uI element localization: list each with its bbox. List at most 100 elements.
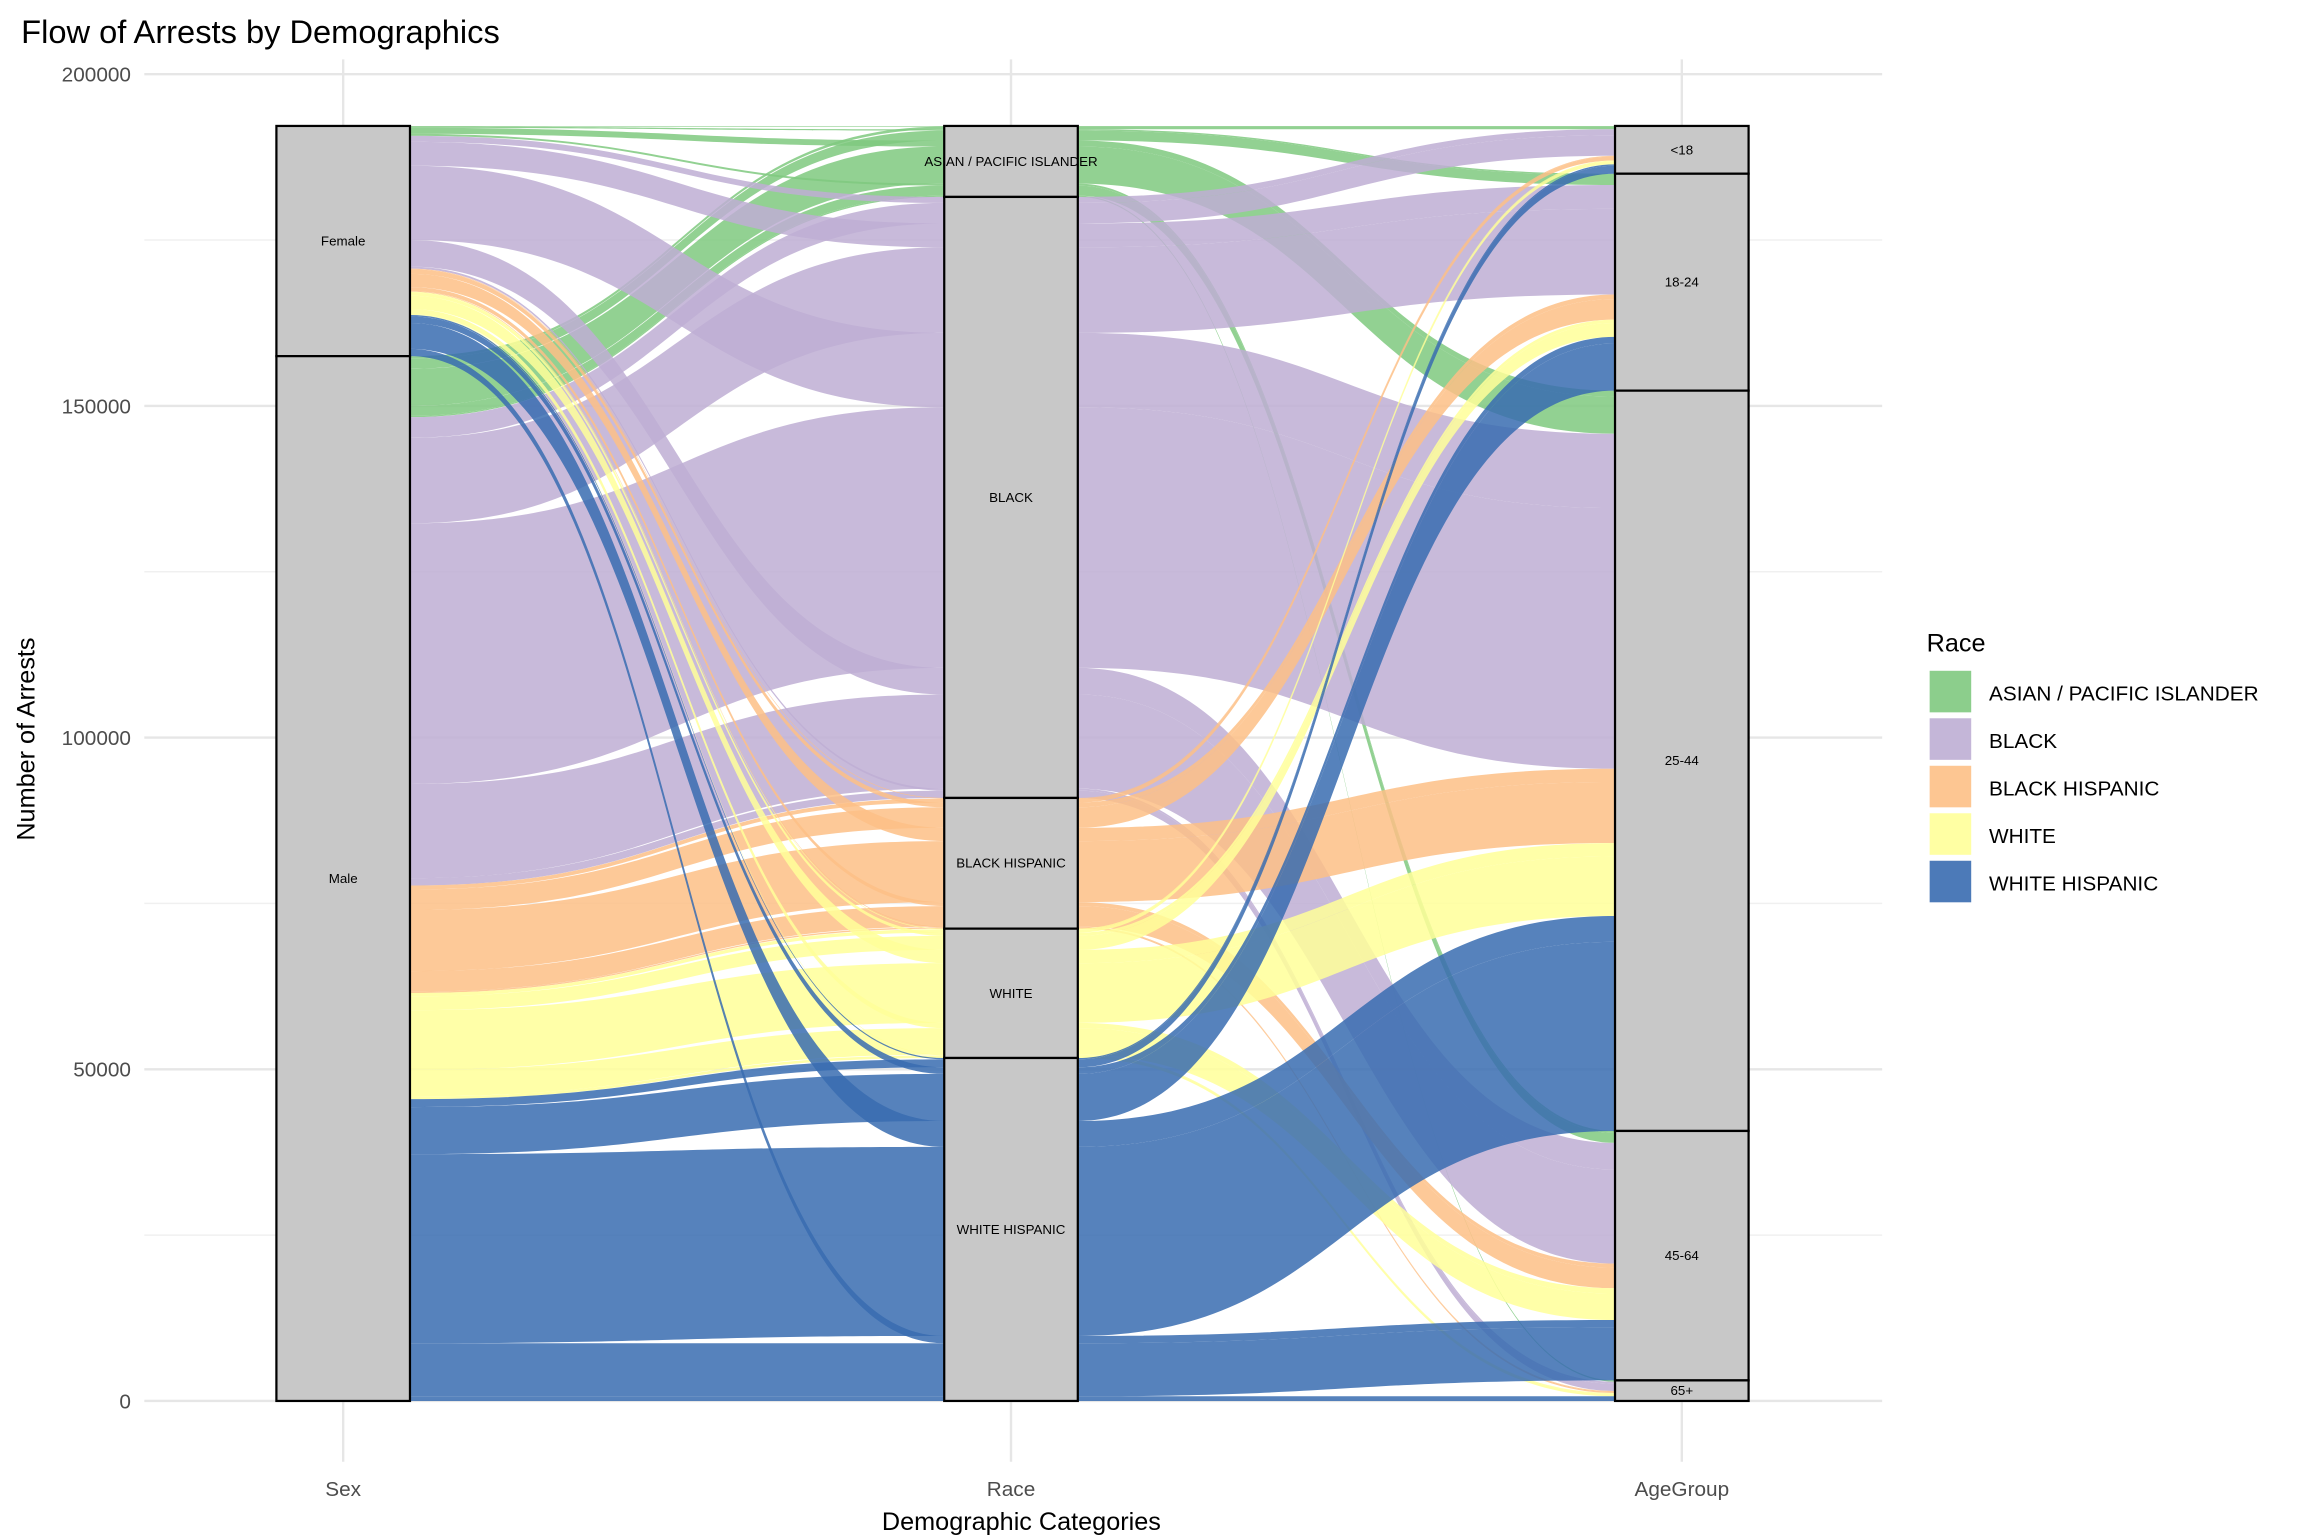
flow-ribbon [1077, 164, 1616, 1060]
stratum-box [943, 796, 1079, 930]
legend-key [1929, 718, 1972, 760]
legend-key [1929, 670, 1972, 713]
flow-ribbon [409, 141, 945, 248]
flow-ribbon [409, 135, 945, 203]
stratum-label: 25-44 [1665, 753, 1700, 768]
flow-ribbon [1077, 343, 1616, 1122]
flow-ribbon [1077, 160, 1616, 930]
stratum-label: BLACK HISPANIC [956, 856, 1066, 871]
flow-ribbon [409, 935, 945, 1011]
flow-ribbon [1077, 129, 1616, 176]
flow-ribbon [409, 1146, 945, 1344]
stratum-label: 18-24 [1665, 275, 1700, 290]
y-tick-label: 100000 [62, 727, 131, 750]
legend-title: Race [1927, 630, 1986, 658]
x-tick-label: Race [987, 1478, 1035, 1501]
flow-ribbon [409, 125, 945, 127]
y-tick-label: 50000 [73, 1059, 131, 1082]
flow-ribbon [409, 268, 945, 799]
flow-ribbon [409, 126, 945, 359]
flow-ribbon [409, 927, 945, 993]
flow-ribbon [1077, 195, 1616, 1382]
flow-ribbon [409, 126, 945, 131]
flow-ribbon [1077, 126, 1616, 130]
flow-ribbon [1077, 299, 1616, 828]
flow-ribbon [409, 309, 945, 1029]
legend-label: WHITE HISPANIC [1989, 872, 2158, 895]
flow-ribbon [409, 348, 945, 1344]
flow-ribbon [1077, 208, 1616, 333]
flow-ribbon [1077, 1327, 1616, 1397]
flow-ribbon [409, 1343, 945, 1397]
flow-ribbon [409, 1396, 945, 1401]
flow-ribbon [409, 127, 945, 147]
flow-ribbon [1077, 155, 1616, 799]
flow-ribbon [1077, 322, 1616, 950]
stratum-box [275, 355, 412, 1403]
stratum-label: Male [329, 871, 358, 886]
flow-ribbon [409, 273, 945, 842]
flow-ribbon [409, 906, 945, 992]
y-tick-label: 0 [119, 1390, 131, 1413]
flow-ribbon [409, 1059, 945, 1108]
flow-ribbon [1077, 129, 1616, 203]
flow-ribbon [1077, 184, 1616, 248]
stratum-label: WHITE [990, 986, 1033, 1001]
flow-ribbon [409, 315, 945, 1060]
flow-ribbon [1077, 1396, 1616, 1401]
flow-ribbon [409, 929, 945, 997]
flow-ribbon [409, 292, 945, 936]
flow-ribbon [1077, 843, 1616, 964]
flow-ribbon [409, 291, 945, 928]
flow-ribbon [1077, 768, 1616, 842]
flow-ribbon [1077, 161, 1616, 933]
y-tick-label: 150000 [62, 395, 131, 418]
x-tick-label: Sex [325, 1478, 361, 1501]
flow-ribbon [1077, 165, 1616, 1068]
x-axis-title: Demographic Categories [882, 1508, 1161, 1536]
stratum-label: ASIAN / PACIFIC ISLANDER [924, 154, 1098, 169]
flow-ribbon [1077, 319, 1616, 936]
stratum-box [943, 195, 1079, 800]
flow-ribbon [1077, 130, 1616, 185]
stratum-box [1613, 172, 1750, 392]
flow-ribbon [409, 269, 945, 808]
flow-ribbon [1077, 916, 1616, 1147]
flow-ribbon [409, 291, 945, 930]
stratum-box [1613, 1129, 1750, 1382]
stratum-label: 65+ [1670, 1383, 1693, 1398]
legend-label: ASIAN / PACIFIC ISLANDER [1989, 682, 2259, 705]
flow-ribbon [1077, 125, 1616, 127]
stratum-label: 45-64 [1665, 1248, 1700, 1263]
y-tick-label: 200000 [62, 64, 131, 87]
flow-ribbon [1077, 941, 1616, 1336]
flow-ribbon [1077, 407, 1616, 769]
stratum-box [275, 124, 412, 358]
strata: Female Male ASIAN / PACIFIC ISLANDER BLACK B… [275, 124, 1750, 1403]
flow-ribbon [1077, 336, 1616, 1074]
flow-ribbon [1077, 1320, 1616, 1344]
flows [409, 125, 1616, 1401]
stratum-label: BLACK [989, 490, 1033, 505]
legend-label: BLACK [1989, 730, 2057, 753]
flow-ribbon [409, 202, 945, 438]
flow-ribbon [409, 314, 945, 1056]
flow-ribbon [409, 287, 945, 907]
legend-key [1929, 765, 1972, 808]
x-tick-label: AgeGroup [1634, 1478, 1729, 1501]
chart-title: Flow of Arrests by Demographics [21, 13, 500, 50]
flow-ribbon [409, 1073, 945, 1155]
legend-label: BLACK HISPANIC [1989, 777, 2159, 800]
flow-ribbon [1077, 156, 1616, 803]
x-ticks: Sex Race AgeGroup [325, 1478, 1729, 1501]
flow-ribbon [409, 790, 945, 886]
legend-key [1929, 813, 1972, 855]
stratum-box [943, 927, 1079, 1060]
flow-ribbon [1077, 135, 1616, 224]
flow-ribbon [409, 841, 945, 972]
flow-ribbon [409, 295, 945, 964]
legend-label: WHITE [1989, 825, 2056, 848]
stratum-box [943, 124, 1079, 199]
flow-ribbon [409, 694, 945, 879]
